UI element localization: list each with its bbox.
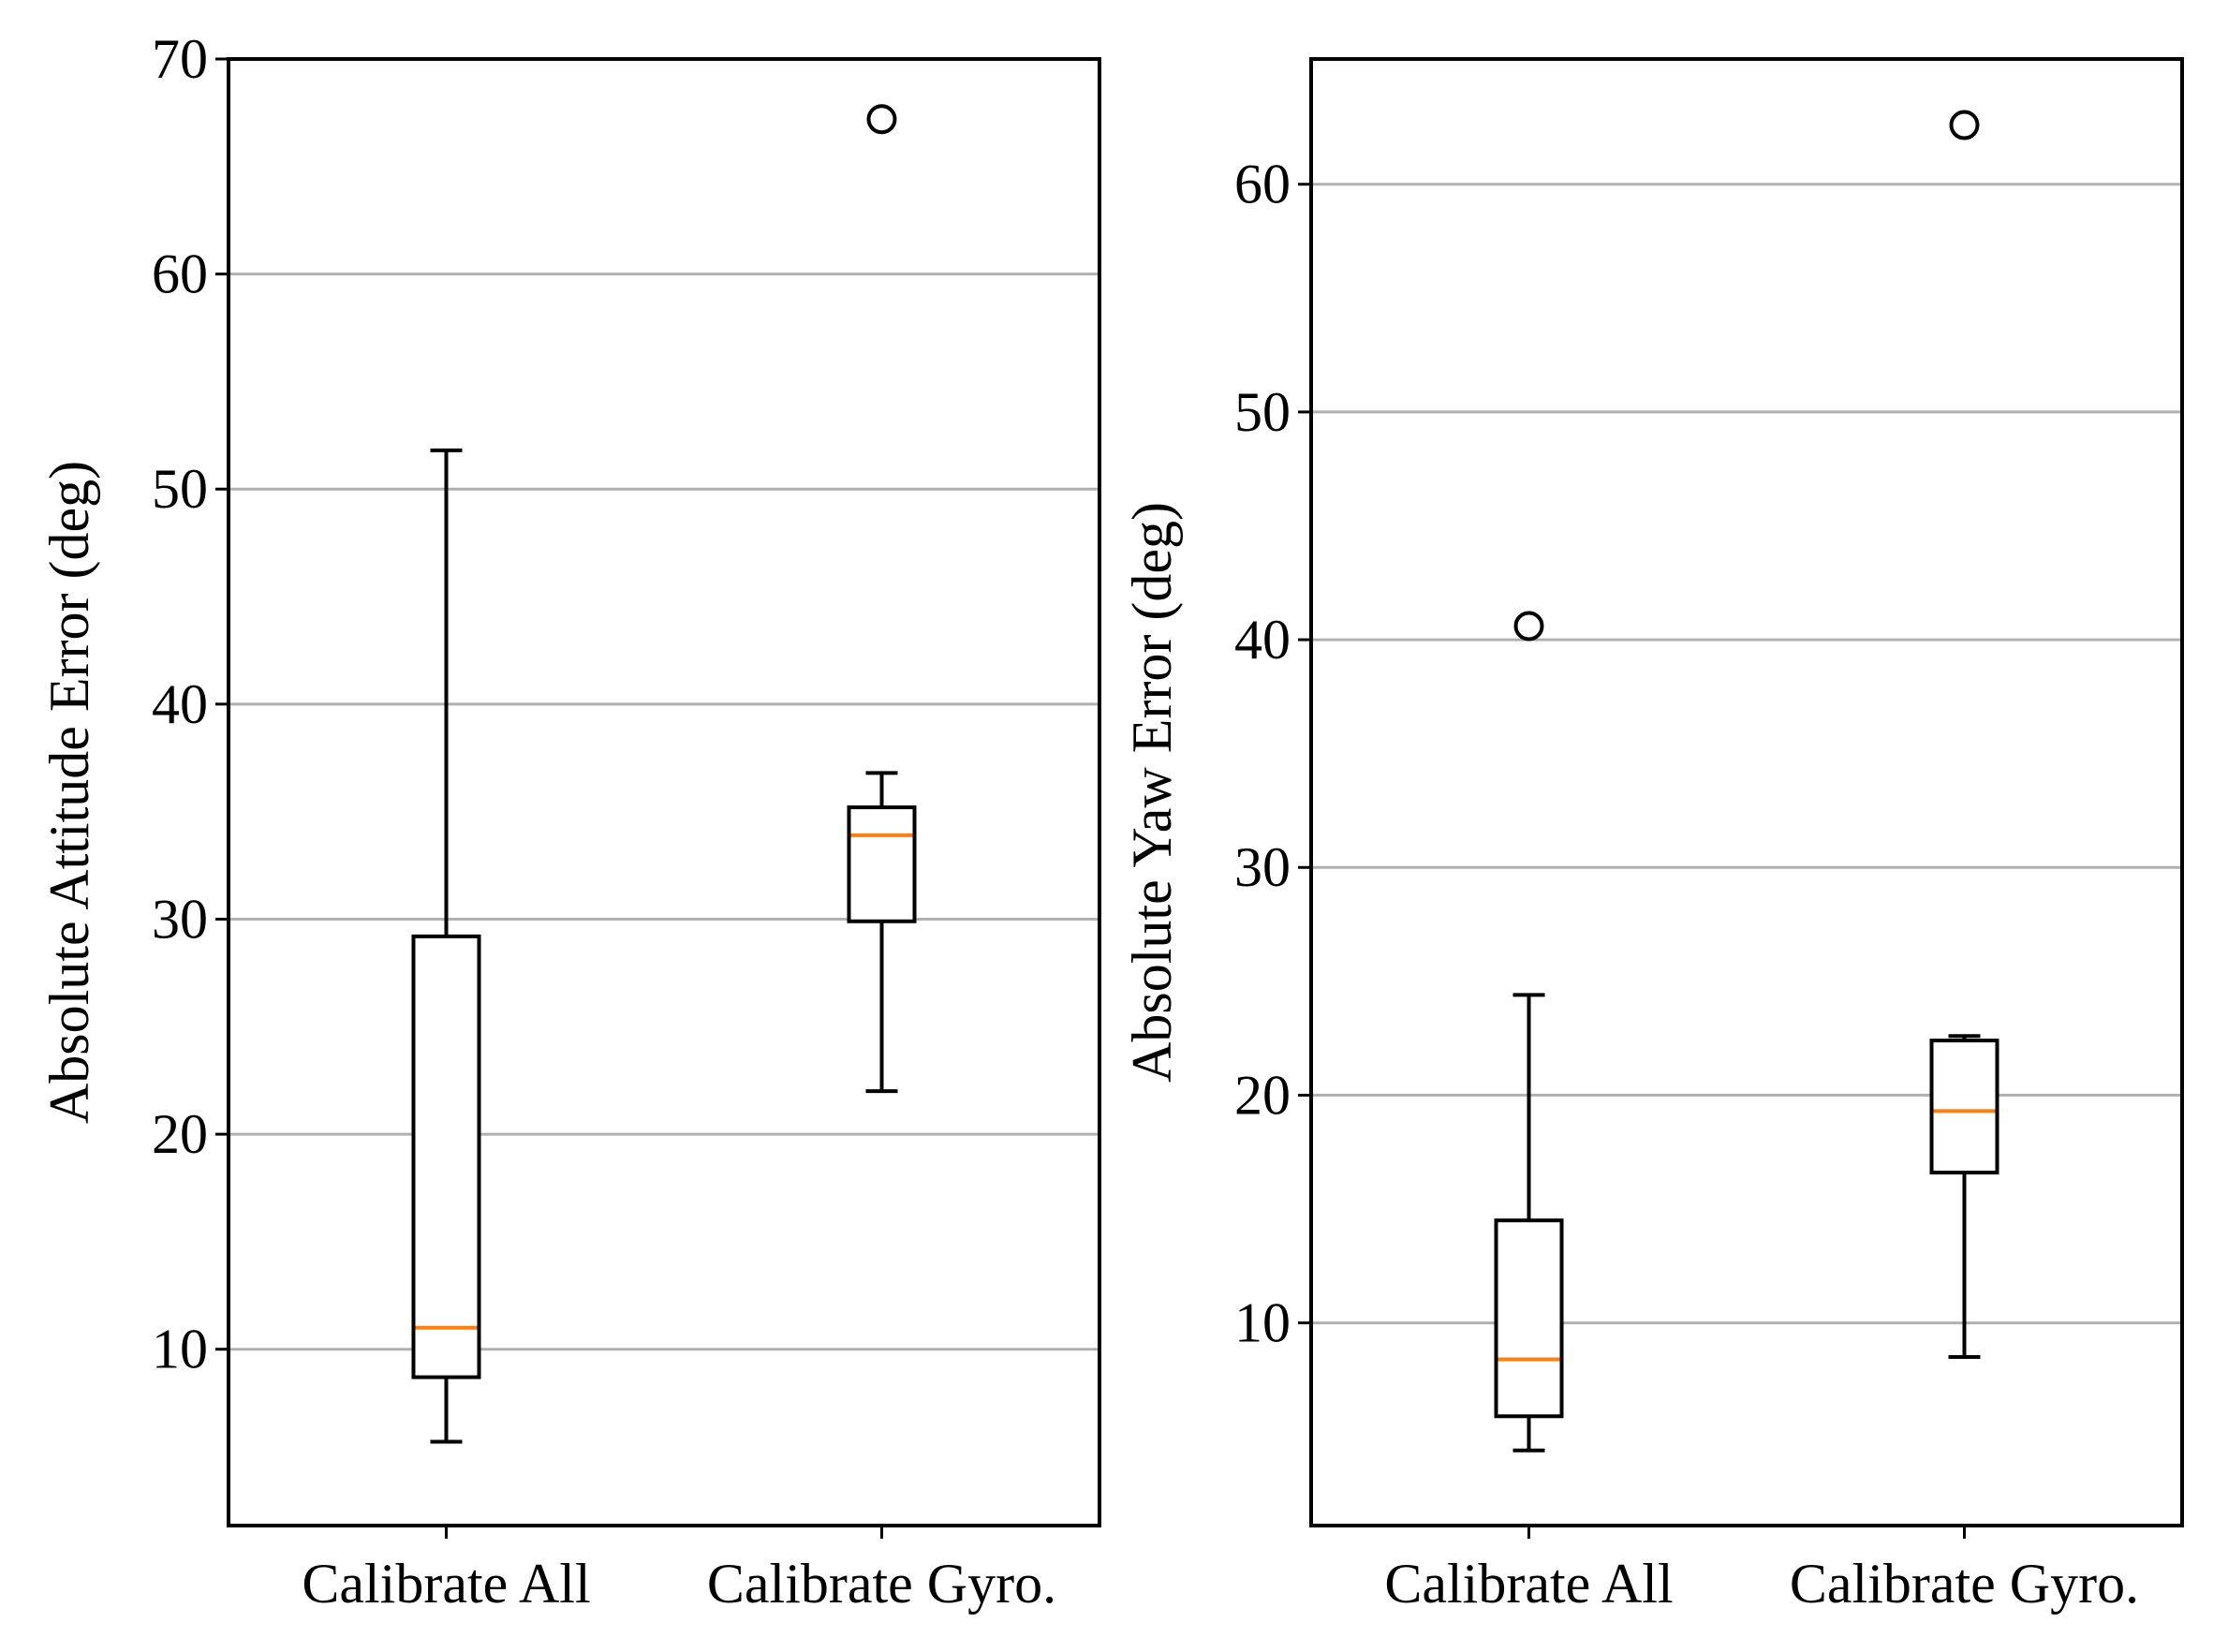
outlier-point (866, 104, 897, 135)
outlier-point (1513, 611, 1544, 642)
y-ticks: 10 20 30 40 50 60 (1234, 154, 1311, 1354)
y-tick-label: 70 (152, 28, 208, 90)
x-tick-label: Calibrate All (302, 1553, 590, 1615)
y-ticks: 10 20 30 40 50 60 70 (152, 28, 229, 1380)
y-axis-label: Absolute Attitude Error (deg) (38, 461, 100, 1124)
x-tick-label: Calibrate Gyro. (1790, 1553, 2139, 1615)
outlier-point (1949, 110, 1980, 140)
y-tick-label: 60 (152, 243, 208, 305)
y-axis-label: Absolute Yaw Error (deg) (1121, 502, 1183, 1083)
y-tick-label: 20 (1234, 1064, 1291, 1126)
iqr-box (1494, 1218, 1564, 1419)
boxplots (1494, 110, 1999, 1453)
y-tick-label: 60 (1234, 154, 1291, 215)
plot-frame (227, 57, 1101, 1527)
iqr-box (847, 805, 917, 923)
attitude-error-chart: 10 20 30 40 50 60 70 Calibrate All Calib… (38, 28, 1101, 1615)
iqr-box (411, 934, 481, 1379)
y-tick-label: 20 (152, 1103, 208, 1165)
yaw-error-chart: 10 20 30 40 50 60 Calibrate All Calibrat… (1121, 57, 2184, 1615)
x-ticks: Calibrate All Calibrate Gyro. (1384, 1526, 2139, 1615)
x-tick-label: Calibrate All (1384, 1553, 1673, 1615)
y-tick-label: 30 (1234, 836, 1291, 898)
boxplot-calibrate-all (1494, 611, 1564, 1453)
boxplot-calibrate-all (411, 448, 481, 1444)
y-tick-label: 50 (1234, 381, 1291, 443)
y-tick-label: 10 (1234, 1292, 1291, 1354)
x-tick-label: Calibrate Gyro. (707, 1553, 1056, 1615)
boxplots (411, 104, 917, 1444)
y-tick-label: 30 (152, 888, 208, 950)
boxplot-calibrate-gyro (847, 104, 917, 1094)
plot-frame (1309, 57, 2184, 1527)
x-ticks: Calibrate All Calibrate Gyro. (302, 1526, 1056, 1615)
boxplot-calibrate-gyro (1929, 110, 1999, 1360)
y-tick-label: 50 (152, 458, 208, 520)
y-tick-label: 40 (152, 673, 208, 735)
grid-lines (1311, 183, 2182, 1325)
iqr-box (1929, 1039, 1999, 1175)
y-tick-label: 40 (1234, 609, 1291, 671)
y-tick-label: 10 (152, 1319, 208, 1380)
